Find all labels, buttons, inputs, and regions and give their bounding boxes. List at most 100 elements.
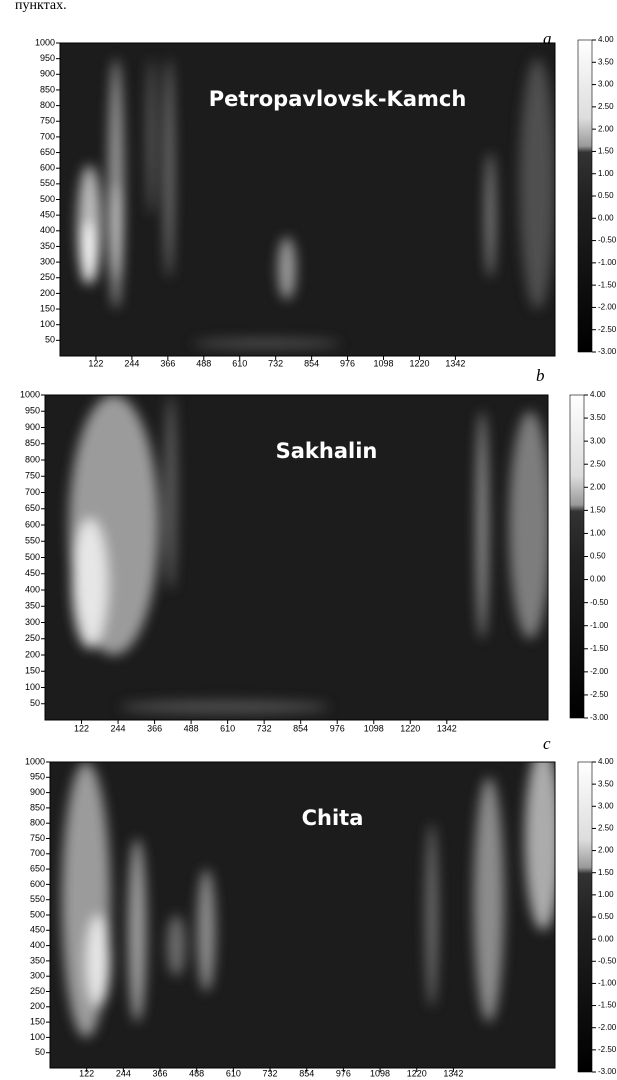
y-tick-label: 100 (25, 682, 40, 692)
y-tick-label: 100 (40, 319, 55, 329)
x-tick-label: 366 (153, 1068, 168, 1078)
y-tick-label: 600 (40, 163, 55, 173)
x-tick-label: 488 (189, 1068, 204, 1078)
x-tick-label: 1220 (407, 1068, 427, 1078)
y-tick-label: 150 (40, 303, 55, 313)
colorbar-tick-label: 0.00 (590, 575, 606, 584)
colorbar-tick-label: 0.00 (598, 934, 614, 943)
caption: пунктах. (15, 0, 67, 13)
y-tick-label: 650 (25, 503, 40, 513)
heatmap-field (77, 58, 555, 349)
x-tick-label: 122 (74, 723, 89, 733)
colorbar-tick-label: 2.50 (598, 824, 614, 833)
colorbar-tick-label: 1.50 (598, 868, 614, 877)
x-tick-label: 732 (268, 358, 283, 368)
field-blob (86, 915, 111, 1007)
colorbar-tick-label: 2.00 (598, 846, 614, 855)
panel-label: a (543, 29, 552, 48)
colorbar (569, 394, 585, 719)
y-tick-label: 600 (30, 879, 45, 889)
colorbar-tick-label: 2.00 (598, 124, 614, 133)
colorbar-tick-label: -2.50 (598, 325, 617, 334)
field-blob (425, 823, 438, 1007)
y-tick-label: 450 (25, 568, 40, 578)
colorbar-tick-label: -2.00 (598, 1023, 617, 1032)
field-blob (509, 411, 548, 639)
x-tick-label: 122 (79, 1068, 94, 1078)
x-tick-label: 366 (160, 358, 175, 368)
x-tick-label: 122 (88, 358, 103, 368)
y-tick-label: 650 (40, 147, 55, 157)
y-tick-label: 750 (25, 471, 40, 481)
y-tick-label: 150 (30, 1016, 45, 1026)
y-tick-label: 200 (25, 649, 40, 659)
colorbar-tick-label: -3.00 (590, 713, 609, 722)
colorbar-tick-label: 3.50 (598, 779, 614, 788)
y-tick-label: 400 (40, 225, 55, 235)
field-blob (473, 777, 504, 1023)
x-tick-label: 610 (232, 358, 247, 368)
y-tick-label: 750 (40, 116, 55, 126)
field-blob (524, 762, 555, 931)
y-tick-label: 50 (30, 698, 40, 708)
y-tick-label: 300 (40, 256, 55, 266)
field-blob (164, 395, 177, 590)
y-tick-label: 900 (25, 422, 40, 432)
y-tick-label: 900 (30, 787, 45, 797)
y-tick-label: 250 (40, 272, 55, 282)
y-tick-label: 800 (40, 100, 55, 110)
y-tick-label: 50 (35, 1047, 45, 1057)
colorbar-tick-label: -0.50 (598, 956, 617, 965)
colorbar-tick-label: -1.00 (598, 979, 617, 988)
x-tick-label: 1098 (370, 1068, 390, 1078)
colorbar-tick-label: 3.50 (590, 413, 606, 422)
colorbar-tick-label: -0.50 (598, 236, 617, 245)
colorbar-tick-label: 2.50 (598, 102, 614, 111)
colorbar-tick-label: -0.50 (590, 598, 609, 607)
field-blob (197, 869, 216, 992)
y-tick-label: 550 (40, 178, 55, 188)
colorbar-tick-label: 4.00 (598, 757, 614, 766)
y-tick-label: 600 (25, 519, 40, 529)
x-tick-label: 1342 (443, 1068, 463, 1078)
panel-label: b (536, 366, 545, 385)
y-tick-label: 950 (40, 53, 55, 63)
colorbar-tick-label: -1.50 (598, 280, 617, 289)
x-tick-label: 488 (184, 723, 199, 733)
colorbar-tick-label: 1.50 (598, 147, 614, 156)
y-tick-label: 1000 (20, 389, 40, 399)
colorbar-tick-label: -3.00 (598, 347, 617, 356)
y-tick-label: 850 (25, 438, 40, 448)
y-tick-label: 250 (25, 633, 40, 643)
field-blob (119, 700, 330, 714)
panel-label: c (543, 734, 551, 753)
y-tick-label: 350 (25, 601, 40, 611)
colorbar-tick-label: 4.00 (598, 35, 614, 44)
y-tick-label: 850 (40, 84, 55, 94)
heatmap-field (62, 762, 555, 1038)
plot-area (60, 43, 555, 356)
colorbar-tick-label: -2.50 (590, 690, 609, 699)
y-tick-label: 900 (40, 69, 55, 79)
y-tick-label: 700 (25, 487, 40, 497)
x-tick-label: 244 (124, 358, 139, 368)
y-tick-label: 750 (30, 833, 45, 843)
x-tick-label: 1220 (400, 723, 420, 733)
heatmap-field (68, 395, 548, 714)
x-tick-label: 610 (220, 723, 235, 733)
colorbar-tick-label: 0.50 (598, 912, 614, 921)
y-tick-label: 800 (25, 454, 40, 464)
field-blob (147, 58, 155, 216)
y-tick-label: 950 (30, 772, 45, 782)
y-tick-label: 200 (40, 288, 55, 298)
y-tick-label: 350 (40, 241, 55, 251)
colorbar-tick-label: 2.50 (590, 459, 606, 468)
y-tick-label: 400 (30, 940, 45, 950)
y-tick-label: 950 (25, 406, 40, 416)
x-tick-label: 1220 (409, 358, 429, 368)
colorbar-tick-label: 3.00 (590, 436, 606, 445)
x-tick-label: 732 (263, 1068, 278, 1078)
colorbar-tick-label: 3.00 (598, 801, 614, 810)
colorbar-tick-label: 1.50 (590, 505, 606, 514)
